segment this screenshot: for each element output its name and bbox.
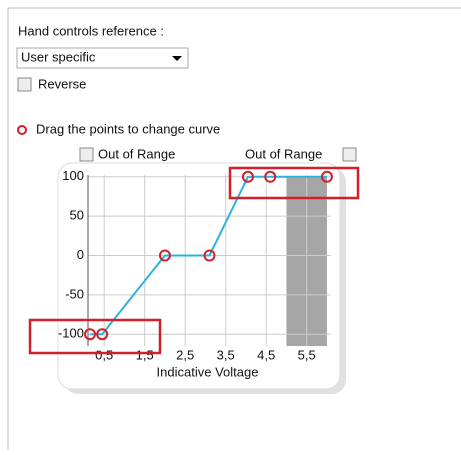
- hint: Drag the points to change curve: [36, 121, 220, 136]
- y-tick-label: -50: [65, 286, 84, 301]
- curve-point[interactable]: [264, 170, 277, 183]
- curve-point[interactable]: [203, 249, 216, 262]
- dropdown-arrow: [172, 56, 182, 61]
- y-tick-label: 100: [62, 168, 84, 183]
- x-tick-label: 5,5: [298, 347, 316, 362]
- curve: [90, 175, 327, 336]
- curve-point[interactable]: [241, 170, 254, 183]
- reverse-checkbox[interactable]: [17, 77, 32, 92]
- y-tick-label: -100: [58, 326, 84, 341]
- curve-point[interactable]: [96, 328, 109, 341]
- curve-point[interactable]: [84, 328, 97, 341]
- y-tick-label: 50: [70, 208, 84, 223]
- x-tick-label: 0,5: [95, 347, 113, 362]
- chart-panel: [57, 162, 341, 390]
- out-of-range-right: Out of Range: [245, 146, 322, 161]
- out-of-range-right-checkbox[interactable]: [342, 147, 357, 162]
- curve-point[interactable]: [158, 249, 171, 262]
- out-of-range-left: Out of Range: [98, 146, 175, 161]
- out-of-range-left-checkbox[interactable]: [79, 147, 94, 162]
- dropdown-value: User specific: [21, 49, 96, 64]
- reverse-label: Reverse: [38, 76, 86, 91]
- x-tick-label: 2,5: [176, 347, 194, 362]
- highlight-box: [28, 318, 162, 355]
- curve-point[interactable]: [320, 170, 333, 183]
- hint-icon: [17, 125, 27, 135]
- dropdown[interactable]: [16, 47, 189, 69]
- x-tick-label: 4,5: [257, 347, 275, 362]
- y-tick-label: 0: [77, 247, 84, 262]
- highlight-box: [228, 166, 360, 200]
- x-tick-label: 1,5: [136, 347, 154, 362]
- section-title: Hand controls reference :: [18, 23, 164, 38]
- x-tick-label: 3,5: [217, 347, 235, 362]
- x-axis-label: Indicative Voltage: [157, 364, 259, 379]
